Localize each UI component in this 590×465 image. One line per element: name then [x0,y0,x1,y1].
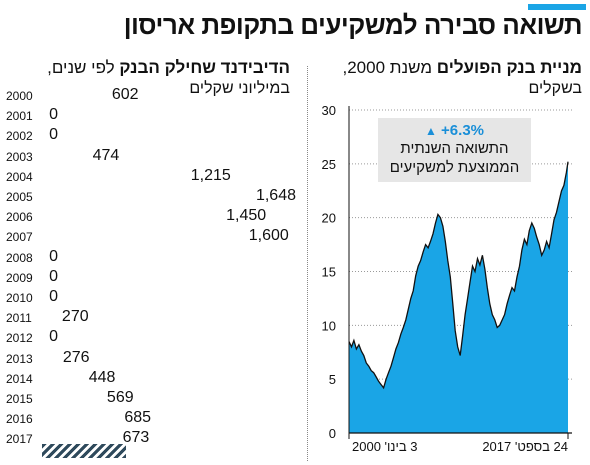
dividend-value: 569 [106,389,134,406]
year-label: 2013 [6,351,33,366]
annotation-box [378,118,531,182]
y-tick-label: 15 [322,265,336,280]
right-panel-title-suffix: משנת 2000, [342,58,433,77]
dividend-value: 1,648 [255,187,296,204]
dividend-value: 0 [49,288,58,305]
dividend-value: 276 [62,348,90,366]
year-label: 2011 [6,311,32,326]
dividend-value: 0 [49,126,58,144]
dividend-value: 1,215 [190,166,231,184]
dividend-2017-hatch [42,444,126,458]
dividend-value: 448 [88,368,116,386]
dividend-value: 0 [49,247,58,265]
dividend-value: 673 [122,429,150,447]
dividend-value: 1,600 [248,227,289,245]
main-title: תשואה סבירה למשקיעים בתקופת אריסון [123,10,583,40]
annotation-line-2: הממוצעת למשקיעים [389,159,520,176]
year-label: 2006 [6,210,33,225]
right-panel-title: מניית בנק הפועלים משנת 2000, [342,58,582,78]
dividend-value: 270 [61,308,89,326]
year-label: 2002 [6,129,33,144]
year-label: 2003 [6,149,33,164]
right-panel-subtitle: בשקלים [528,80,582,97]
annotation-percent: ▲ +6.3% [378,122,531,139]
y-tick-label: 10 [322,318,336,333]
y-tick-label: 30 [322,103,336,118]
year-label: 2007 [6,230,33,245]
dividend-value: 474 [92,146,120,164]
price-area [349,161,568,433]
x-axis-start-label: 3 בינו' 2000 [352,439,417,454]
dividend-value: 1,450 [226,207,267,225]
right-panel-title-main: מניית בנק הפועלים [436,58,582,77]
year-label: 2001 [6,109,33,124]
y-tick-label: 25 [322,157,336,172]
y-tick-label: 20 [322,211,336,226]
year-label: 2005 [6,190,33,204]
y-tick-label: 5 [329,372,336,387]
year-label: 2009 [6,270,33,285]
x-axis-end-label: 24 בספט' 2017 [482,439,568,454]
year-label: 2008 [6,250,33,265]
accent-bar [528,4,586,10]
dividend-value: 685 [124,409,152,427]
year-label: 2004 [6,169,33,184]
panel-divider [307,66,308,461]
up-arrow-icon: ▲ [424,124,437,138]
annotation-percent-value: +6.3% [441,122,484,139]
year-label: 2014 [6,371,33,386]
year-label: 2000 [6,89,33,103]
year-label: 2015 [6,392,33,406]
left-panel-subtitle: במיליוני שקלים [189,80,290,97]
dividend-value: 602 [111,86,139,103]
left-panel-title-main: הדיבידנד שחילק הבנק [119,58,290,77]
year-label: 2010 [6,291,33,305]
y-tick-label: 0 [329,426,336,441]
year-label: 2017 [6,432,33,447]
price-line [348,161,569,390]
left-panel-title: הדיבידנד שחילק הבנק לפי שנים, [47,58,290,78]
dividend-value: 0 [49,267,58,285]
dividend-value: 0 [49,328,58,346]
annotation-line-1: התשואה השנתית [400,140,509,157]
dividend-value: 0 [49,106,58,124]
year-label: 2012 [6,331,33,346]
year-label: 2016 [6,412,33,427]
left-panel-title-suffix: לפי שנים, [47,58,115,77]
